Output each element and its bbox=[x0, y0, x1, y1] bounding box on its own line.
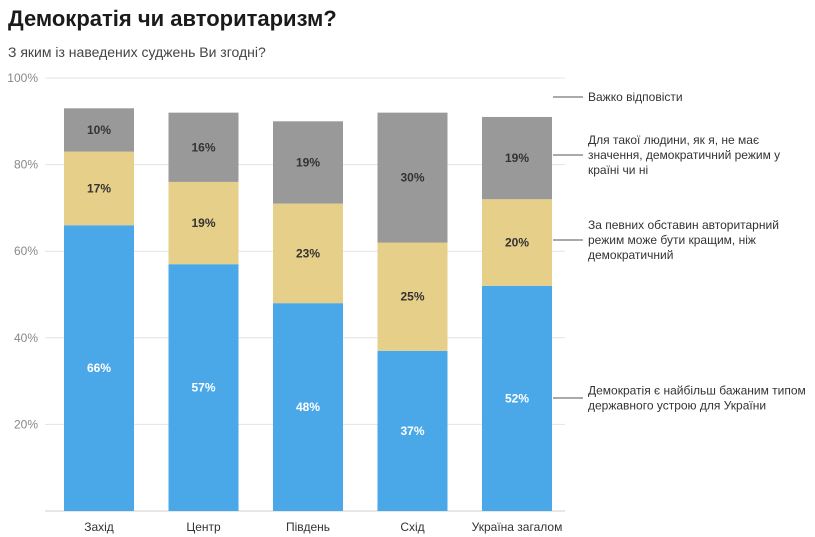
legend-label: значення, демократичний режим у bbox=[588, 148, 780, 162]
bar-segment bbox=[482, 285, 552, 511]
legend-label: державного устрою для України bbox=[588, 399, 766, 413]
legend-label: Демократія є найбільш бажаним типом bbox=[588, 384, 806, 398]
data-label: 30% bbox=[400, 171, 424, 185]
bar-segment bbox=[482, 199, 552, 286]
y-tick-label: 60% bbox=[14, 244, 38, 258]
bar-segment bbox=[168, 112, 239, 182]
chart-title: Демократія чи авторитаризм? bbox=[8, 6, 337, 31]
legend-label: демократичний bbox=[588, 248, 673, 262]
data-label: 52% bbox=[505, 391, 529, 405]
bar-segment bbox=[273, 303, 343, 511]
y-tick-label: 20% bbox=[14, 417, 38, 431]
bar-segment bbox=[64, 225, 134, 511]
data-label: 57% bbox=[191, 381, 215, 395]
x-tick-label: Захід bbox=[84, 520, 114, 534]
data-label: 20% bbox=[505, 236, 529, 250]
legend-label: Для такої людини, як я, не має bbox=[588, 133, 759, 147]
data-label: 19% bbox=[296, 155, 320, 169]
bar-segment bbox=[273, 121, 343, 204]
data-label: 37% bbox=[400, 424, 424, 438]
data-label: 19% bbox=[191, 216, 215, 230]
x-tick-label: Схід bbox=[400, 520, 424, 534]
bar-segment bbox=[64, 108, 134, 152]
bar-segment bbox=[168, 181, 239, 265]
data-label: 16% bbox=[191, 140, 215, 154]
data-label: 25% bbox=[400, 290, 424, 304]
bar-segment bbox=[377, 350, 448, 511]
legend-label: Важко відповісти bbox=[588, 90, 683, 104]
legend-label: країні чи ні bbox=[588, 163, 648, 177]
data-label: 48% bbox=[296, 400, 320, 414]
data-label: 10% bbox=[87, 123, 111, 137]
bar-segment bbox=[168, 264, 239, 511]
x-tick-label: Центр bbox=[186, 520, 221, 534]
bar-segment bbox=[377, 112, 448, 243]
legend-label: За певних обставин авторитарний bbox=[588, 218, 779, 232]
chart-subtitle: З яким із наведених суджень Ви згодні? bbox=[8, 44, 266, 60]
bar-segment bbox=[64, 151, 134, 226]
data-label: 19% bbox=[505, 151, 529, 165]
data-label: 66% bbox=[87, 361, 111, 375]
y-tick-label: 100% bbox=[7, 71, 38, 85]
x-tick-label: Південь bbox=[286, 520, 330, 534]
legend-label: режим може бути кращим, ніж bbox=[588, 233, 756, 247]
bar-segment bbox=[482, 116, 552, 200]
bar-segment bbox=[273, 203, 343, 304]
y-tick-label: 40% bbox=[14, 331, 38, 345]
data-label: 17% bbox=[87, 181, 111, 195]
y-tick-label: 80% bbox=[14, 158, 38, 172]
bar-segment bbox=[377, 242, 448, 351]
x-tick-label: Україна загалом bbox=[472, 520, 563, 534]
data-label: 23% bbox=[296, 246, 320, 260]
